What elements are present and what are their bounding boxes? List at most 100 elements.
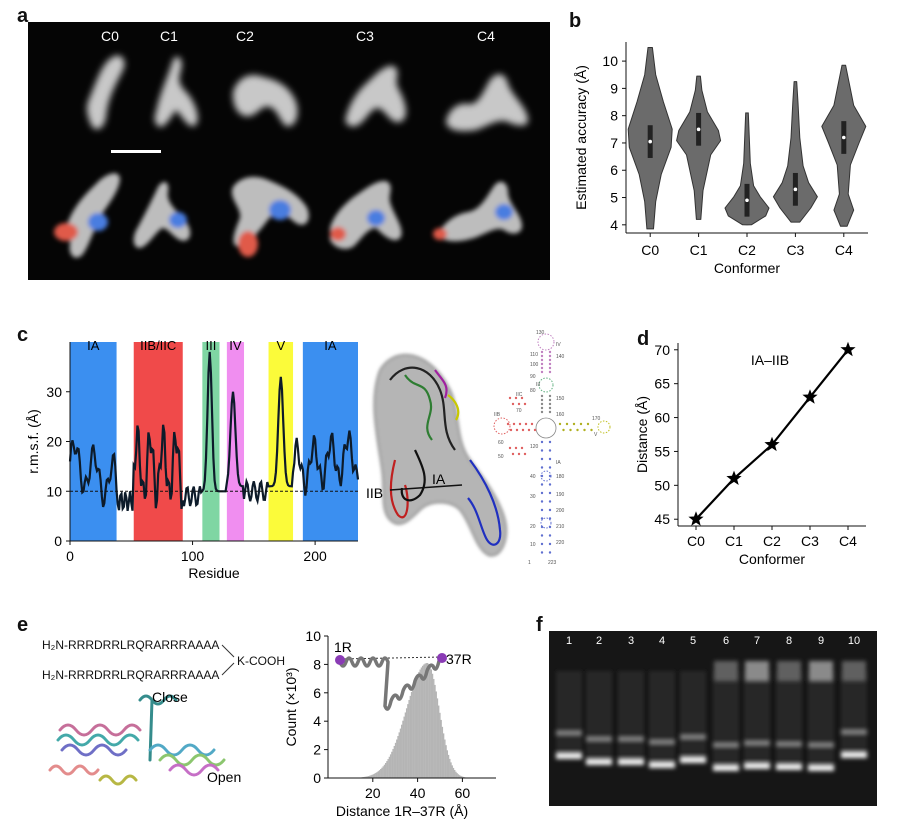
sequence-bracket [221,644,235,676]
lane-5 [680,671,706,763]
histogram-bar [376,772,378,778]
marker-1r-label: 1R [334,639,352,655]
violin-c2 [724,112,770,226]
histogram-bar [385,762,387,778]
y-tick-label: 50 [654,477,670,493]
ss-label: 210 [556,524,565,530]
lane-3 [618,671,644,765]
ss-label: IA [556,460,561,466]
histogram-bar [446,750,449,778]
histogram-bar [450,762,452,778]
well-aggregate [842,661,866,681]
x-tick-label-c2: C2 [738,242,756,258]
x-tick-label: 20 [365,785,381,801]
ss-nt [511,402,515,406]
x-axis-label: Residue [188,565,240,581]
y-tick-label: 7 [610,135,618,151]
ss-nt [540,350,544,354]
histogram-bar [407,704,409,778]
lane-smear [556,671,582,759]
histogram-bar [434,684,436,778]
histogram-bar [445,745,447,778]
rmsf-chart: IA IIB/IIC III IV V IA 0 10 20 30 0 100 200 Residue r.… [25,338,360,581]
ss-nt [509,428,513,432]
histogram-bar [437,705,440,778]
histogram-bar [409,695,412,778]
ss-label: V [594,432,598,438]
peptide-sequence-2: H₂N-RRRDRRLRQRARRRAAAA [42,668,220,682]
histogram-bar [458,775,461,778]
main-band [713,765,739,771]
ss-label: 110 [530,352,538,358]
histogram-bar [451,765,453,778]
histogram-bar [461,776,463,778]
ss-nt [569,428,572,432]
ss-nt [540,354,544,358]
ss-loop-iv [537,333,555,351]
ss-label: 50 [498,454,504,460]
lane-label-8: 8 [786,635,792,647]
ss-nt [515,428,519,432]
conformer-label-c0: C0 [101,28,119,44]
histogram-bar [415,677,418,778]
histogram-bar [408,699,410,778]
histogram-bar [399,728,402,778]
ss-nt [514,396,518,400]
ss-nt [583,428,586,432]
ss-nt [527,428,531,432]
upper-band [841,730,867,734]
region-label: IIB/IIC [140,338,176,353]
ss-nt [521,428,525,432]
y-axis-label: Distance (Å) [634,396,650,473]
marker-37r-label: 37R [446,651,472,667]
data-point-c0 [688,511,704,526]
ss-nt [517,452,521,456]
well-aggregate [809,661,833,681]
ss-nt [558,422,562,426]
data-point-c3 [802,389,818,404]
histogram-bar [387,759,389,778]
histogram-bar [391,751,393,778]
x-tick-label: 0 [66,548,74,564]
ss-label: 170 [592,416,601,422]
y-tick-label: 4 [313,713,321,729]
median-c2 [745,198,749,203]
lane-smear [680,671,706,763]
x-tick-label-c1: C1 [690,242,708,258]
distance-line [695,349,849,520]
histogram-bar [449,758,451,778]
ss-label: 20 [530,524,536,530]
histogram-bar [417,674,419,778]
lane-label-2: 2 [596,635,602,647]
main-band [618,759,644,765]
region-label: IV [229,338,242,353]
region-band [70,342,117,541]
marker-1r [335,655,345,665]
ss-nt [548,449,552,452]
ss-label: 10 [530,542,536,548]
histogram-bar [368,775,371,778]
histogram-bar [398,732,400,778]
y-tick-label: 5 [610,190,618,206]
distance-marker-line [339,656,443,660]
histogram-bar [413,684,415,778]
scale-bar [111,150,161,153]
rna-3d-structure: IIB IA [366,354,507,557]
upper-band [713,743,739,747]
median-c4 [842,135,846,140]
ss-label: 120 [530,444,539,450]
ss-nt [548,370,552,374]
ss-nt [506,422,510,426]
x-tick-label-c0: C0 [641,242,659,258]
upper-band [556,731,582,735]
upper-band [744,741,770,745]
secondary-structure-diagram: 130140IVIII150160IICIIB170VIA18019020021… [493,330,611,566]
lane-9 [808,661,834,771]
ss-nt [508,396,512,400]
well-aggregate [745,661,769,681]
ss-label: 160 [556,412,565,418]
y-axis-label: Count (×10³) [283,668,299,747]
lane-label-7: 7 [754,635,760,647]
peptide-ensemble-render: Close Open [48,689,241,786]
y-tick-label: 6 [313,685,321,701]
